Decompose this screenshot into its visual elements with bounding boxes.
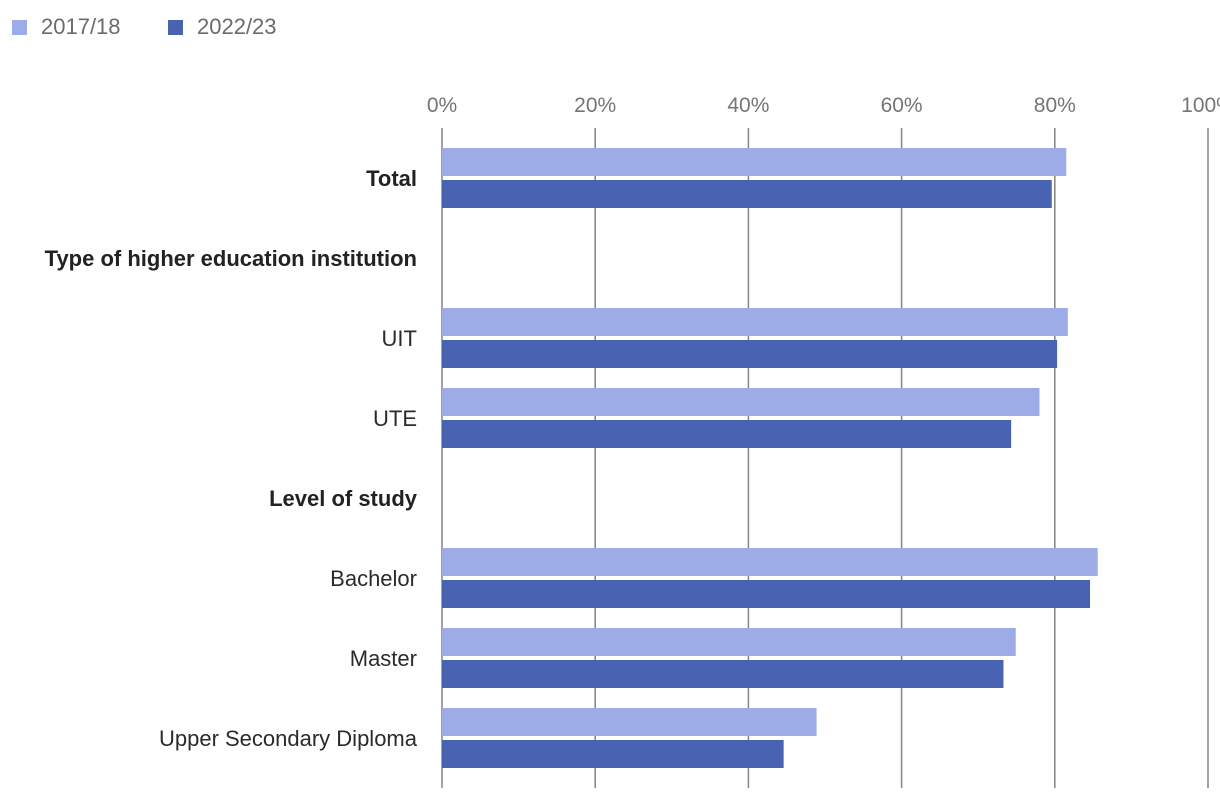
category-header-label: Total	[366, 166, 417, 191]
bar-2022-23	[442, 340, 1058, 368]
legend-label: 2017/18	[41, 14, 121, 39]
category-label: UTE	[373, 406, 417, 431]
bar-2022-23	[442, 740, 784, 768]
legend-item: 2022/23	[168, 14, 277, 39]
bar-2017-18	[442, 308, 1068, 336]
x-tick-label: 100%	[1181, 94, 1220, 117]
legend-swatch	[168, 20, 183, 35]
legend-label: 2022/23	[197, 14, 277, 39]
x-tick-label: 40%	[727, 94, 769, 117]
category-label: Master	[350, 646, 417, 671]
legend-swatch	[12, 20, 27, 35]
bars	[442, 148, 1098, 768]
legend-item: 2017/18	[12, 14, 121, 39]
category-header-label: Type of higher education institution	[45, 246, 417, 271]
category-label: UIT	[382, 326, 417, 351]
category-labels: Total Type of higher education institutio…	[45, 166, 418, 751]
x-tick-label: 80%	[1034, 94, 1076, 117]
bar-2022-23	[442, 180, 1052, 208]
x-tick-label: 20%	[574, 94, 616, 117]
x-tick-label: 0%	[427, 94, 457, 117]
bar-2017-18	[442, 708, 817, 736]
bar-2017-18	[442, 388, 1040, 416]
bar-2022-23	[442, 580, 1091, 608]
bar-2017-18	[442, 628, 1016, 656]
x-axis-ticks: 0% 20% 40% 60% 80% 100%	[427, 94, 1220, 117]
x-tick-label: 60%	[881, 94, 923, 117]
category-label: Upper Secondary Diploma	[159, 726, 418, 751]
bar-2017-18	[442, 548, 1098, 576]
legend: 2017/18 2022/23	[12, 14, 277, 39]
category-header-label: Level of study	[269, 486, 418, 511]
bar-2022-23	[442, 660, 1004, 688]
bar-2017-18	[442, 148, 1067, 176]
gridlines	[441, 128, 1209, 788]
category-label: Bachelor	[330, 566, 417, 591]
bar-2022-23	[442, 420, 1012, 448]
